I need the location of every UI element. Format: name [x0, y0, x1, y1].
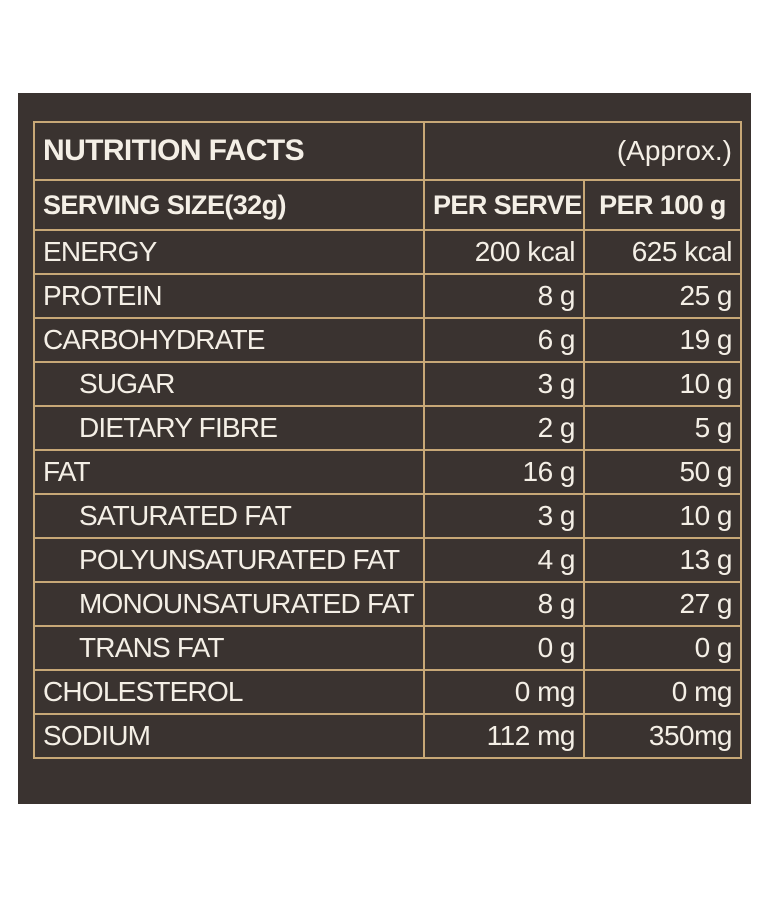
- per-serve-value: 3 g: [423, 361, 585, 407]
- nutrition-facts-table: NUTRITION FACTS (Approx.) SERVING SIZE(3…: [33, 121, 742, 759]
- per-serve-value: 2 g: [423, 405, 585, 451]
- per-100g-value: 50 g: [583, 449, 742, 495]
- nutrient-name: SODIUM: [33, 713, 425, 759]
- per-serve-value: 6 g: [423, 317, 585, 363]
- table-title: NUTRITION FACTS: [33, 121, 425, 181]
- per-100g-header: PER 100 g: [583, 179, 742, 231]
- table-row: FAT 16 g 50 g: [33, 449, 742, 495]
- table-row: MONOUNSATURATED FAT 8 g 27 g: [33, 581, 742, 627]
- title-row: NUTRITION FACTS (Approx.): [33, 121, 742, 181]
- per-100g-value: 27 g: [583, 581, 742, 627]
- nutrient-name: ENERGY: [33, 229, 425, 275]
- nutrient-name: DIETARY FIBRE: [33, 405, 425, 451]
- nutrient-name: PROTEIN: [33, 273, 425, 319]
- table-row: CHOLESTEROL 0 mg 0 mg: [33, 669, 742, 715]
- header-row: SERVING SIZE(32g) PER SERVE PER 100 g: [33, 179, 742, 231]
- table-row: ENERGY 200 kcal 625 kcal: [33, 229, 742, 275]
- per-serve-value: 112 mg: [423, 713, 585, 759]
- per-serve-value: 8 g: [423, 581, 585, 627]
- nutrient-name: MONOUNSATURATED FAT: [33, 581, 425, 627]
- table-row: SODIUM 112 mg 350mg: [33, 713, 742, 759]
- nutrition-panel: NUTRITION FACTS (Approx.) SERVING SIZE(3…: [18, 93, 751, 804]
- per-100g-value: 0 g: [583, 625, 742, 671]
- per-serve-value: 8 g: [423, 273, 585, 319]
- per-serve-value: 4 g: [423, 537, 585, 583]
- per-100g-value: 350mg: [583, 713, 742, 759]
- nutrient-name: SATURATED FAT: [33, 493, 425, 539]
- table-row: SUGAR 3 g 10 g: [33, 361, 742, 407]
- per-serve-value: 0 mg: [423, 669, 585, 715]
- per-100g-value: 19 g: [583, 317, 742, 363]
- nutrient-name: POLYUNSATURATED FAT: [33, 537, 425, 583]
- table-row: CARBOHYDRATE 6 g 19 g: [33, 317, 742, 363]
- per-100g-value: 25 g: [583, 273, 742, 319]
- per-100g-value: 10 g: [583, 361, 742, 407]
- serving-size-label: SERVING SIZE(32g): [33, 179, 425, 231]
- table-row: POLYUNSATURATED FAT 4 g 13 g: [33, 537, 742, 583]
- per-100g-value: 5 g: [583, 405, 742, 451]
- nutrient-name: CARBOHYDRATE: [33, 317, 425, 363]
- table-row: PROTEIN 8 g 25 g: [33, 273, 742, 319]
- per-serve-value: 200 kcal: [423, 229, 585, 275]
- per-serve-value: 0 g: [423, 625, 585, 671]
- nutrient-name: SUGAR: [33, 361, 425, 407]
- nutrient-name: TRANS FAT: [33, 625, 425, 671]
- per-serve-value: 16 g: [423, 449, 585, 495]
- nutrient-name: CHOLESTEROL: [33, 669, 425, 715]
- nutrient-name: FAT: [33, 449, 425, 495]
- table-row: SATURATED FAT 3 g 10 g: [33, 493, 742, 539]
- per-100g-value: 625 kcal: [583, 229, 742, 275]
- per-100g-value: 13 g: [583, 537, 742, 583]
- per-serve-header: PER SERVE: [423, 179, 585, 231]
- per-serve-value: 3 g: [423, 493, 585, 539]
- per-100g-value: 10 g: [583, 493, 742, 539]
- approx-note: (Approx.): [423, 121, 742, 181]
- per-100g-value: 0 mg: [583, 669, 742, 715]
